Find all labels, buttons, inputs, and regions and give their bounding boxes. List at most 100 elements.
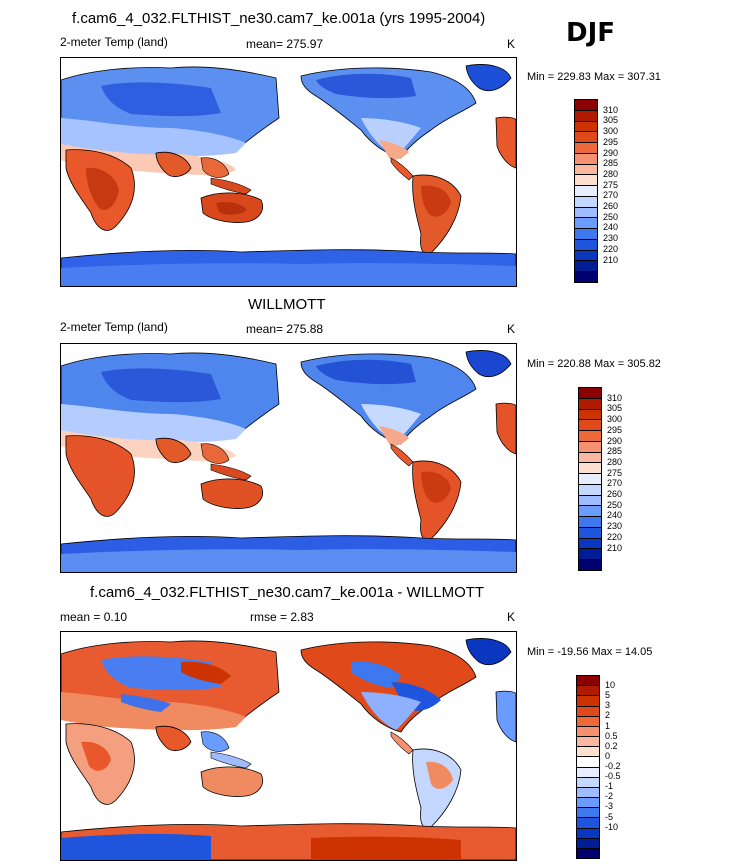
colorbar-cell — [575, 121, 597, 133]
panel3-title: f.cam6_4_032.FLTHIST_ne30.cam7_ke.001a -… — [90, 584, 485, 601]
colorbar-cell — [577, 706, 599, 717]
colorbar-cell — [575, 153, 597, 165]
colorbar-tick-label: 240 — [607, 510, 623, 521]
panel1-colorbar-ticks: 310 305 300 295 290 285 280 275 270 260 250 240 230 2… — [603, 99, 643, 281]
colorbar-cell — [575, 110, 597, 122]
colorbar-cell — [579, 452, 601, 464]
colorbar-cell — [575, 218, 597, 230]
panel1-mean-label: mean= 275.97 — [246, 37, 324, 51]
colorbar-tick-label: 275 — [607, 467, 623, 478]
colorbar-cell — [575, 239, 597, 251]
panel3-map — [60, 631, 517, 861]
colorbar-cell — [579, 420, 601, 432]
colorbar-cell — [575, 261, 597, 273]
colorbar-cell — [579, 538, 601, 550]
panel2-map-svg — [61, 350, 516, 572]
colorbar-tick-label: 260 — [603, 201, 619, 212]
panel1-colorbar — [574, 99, 598, 283]
panel3-mean-label: mean = 0.10 — [60, 610, 128, 624]
colorbar-tick-label: 270 — [603, 190, 619, 201]
colorbar-tick-label: 250 — [607, 499, 623, 510]
panel2-colorbar — [578, 387, 602, 571]
panel3-minmax-label: Min = -19.56 Max = 14.05 — [527, 646, 653, 658]
colorbar-cell — [577, 716, 599, 727]
colorbar-tick-label: 285 — [603, 158, 619, 169]
colorbar-cell — [577, 787, 599, 799]
colorbar-cell — [575, 229, 597, 240]
panel1-units-label: K — [507, 37, 516, 51]
colorbar-cell — [577, 808, 599, 819]
colorbar-cell — [579, 388, 601, 399]
colorbar-tick-label: 295 — [603, 136, 619, 147]
colorbar-cell — [579, 484, 601, 496]
season-label: DJF — [566, 18, 616, 48]
colorbar-cell — [577, 818, 599, 829]
panel1-map — [60, 57, 517, 287]
colorbar-cell — [579, 398, 601, 410]
colorbar-cell — [575, 100, 597, 111]
colorbar-cell — [575, 186, 597, 197]
colorbar-tick-label: 300 — [607, 414, 623, 425]
colorbar-cell — [579, 474, 601, 485]
panel1-map-svg — [61, 64, 516, 286]
colorbar-tick-label: 230 — [607, 521, 623, 532]
colorbar-tick-label: 275 — [603, 179, 619, 190]
colorbar-tick-label: 280 — [603, 168, 619, 179]
colorbar-cell — [575, 132, 597, 144]
colorbar-cell — [577, 737, 599, 748]
colorbar-tick-label: 290 — [607, 435, 623, 446]
colorbar-tick-label: 220 — [607, 531, 623, 542]
colorbar-cell — [577, 767, 599, 778]
colorbar-cell — [575, 175, 597, 187]
colorbar-tick-label: 295 — [607, 424, 623, 435]
panel2-minmax-label: Min = 220.88 Max = 305.82 — [527, 358, 661, 370]
panel2-title: WILLMOTT — [248, 296, 326, 313]
colorbar-tick-label: -2 — [605, 791, 614, 802]
colorbar-tick-label: -0.5 — [605, 771, 621, 782]
colorbar-tick-label: 3 — [605, 700, 611, 711]
colorbar-cell — [575, 207, 597, 219]
panel2-mean-label: mean= 275.88 — [246, 322, 324, 336]
colorbar-tick-label: 300 — [603, 126, 619, 137]
panel3-rmse-label: rmse = 2.83 — [250, 610, 314, 624]
panel2-variable-label: 2-meter Temp (land) — [60, 320, 168, 334]
colorbar-cell — [579, 506, 601, 518]
colorbar-tick-label: 240 — [603, 222, 619, 233]
panel3-colorbar-ticks: 10 5 3 2 1 0.5 0.2 0 -0.2 -0.5 -1 -2 -3 -5 -10 — [605, 675, 645, 857]
colorbar-cell — [577, 798, 599, 809]
colorbar-tick-label: -5 — [605, 811, 614, 822]
colorbar-cell — [575, 196, 597, 208]
colorbar-tick-label: -0.2 — [605, 761, 621, 771]
colorbar-cell — [575, 272, 597, 283]
panel1-minmax-label: Min = 229.83 Max = 307.31 — [527, 71, 661, 83]
colorbar-cell — [579, 549, 601, 561]
panel3-units-label: K — [507, 610, 516, 624]
colorbar-cell — [575, 143, 597, 154]
colorbar-tick-label: 270 — [607, 478, 623, 489]
colorbar-cell — [579, 560, 601, 571]
colorbar-cell — [577, 777, 599, 788]
colorbar-cell — [577, 757, 599, 768]
colorbar-cell — [579, 431, 601, 442]
colorbar-cell — [577, 828, 599, 839]
colorbar-cell — [577, 686, 599, 697]
colorbar-cell — [579, 441, 601, 453]
colorbar-cell — [579, 463, 601, 475]
colorbar-cell — [577, 848, 599, 859]
colorbar-tick-label: 210 — [603, 254, 619, 265]
colorbar-tick-label: 210 — [607, 542, 623, 553]
colorbar-tick-label: 0 — [605, 750, 611, 761]
colorbar-cell — [577, 838, 599, 849]
colorbar-tick-label: 0.5 — [605, 730, 618, 741]
colorbar-cell — [577, 696, 599, 707]
colorbar-tick-label: 1 — [605, 720, 611, 731]
colorbar-cell — [577, 726, 599, 738]
colorbar-tick-label: 5 — [605, 690, 611, 701]
colorbar-cell — [579, 409, 601, 421]
colorbar-tick-label: -10 — [605, 821, 619, 832]
panel1-variable-label: 2-meter Temp (land) — [60, 35, 168, 49]
colorbar-tick-label: 250 — [603, 211, 619, 222]
colorbar-tick-label: 2 — [605, 710, 611, 721]
colorbar-cell — [579, 527, 601, 539]
panel3-map-svg — [61, 638, 516, 860]
